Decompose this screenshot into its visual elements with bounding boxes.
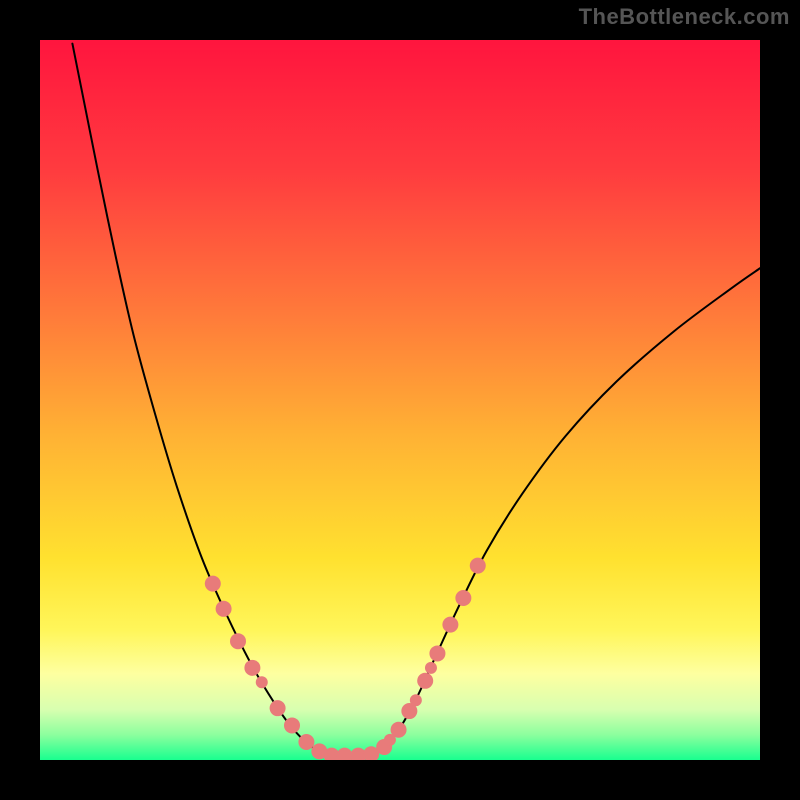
data-marker — [442, 617, 458, 633]
data-marker — [410, 694, 422, 706]
data-marker — [417, 673, 433, 689]
watermark-text: TheBottleneck.com — [579, 4, 790, 30]
chart-svg — [0, 0, 800, 800]
data-marker — [391, 722, 407, 738]
data-marker — [270, 700, 286, 716]
plot-area — [40, 40, 760, 760]
data-marker — [284, 717, 300, 733]
data-marker — [256, 676, 268, 688]
data-marker — [216, 601, 232, 617]
data-marker — [455, 590, 471, 606]
data-marker — [205, 576, 221, 592]
data-marker — [470, 558, 486, 574]
data-marker — [429, 645, 445, 661]
data-marker — [230, 633, 246, 649]
chart-root: TheBottleneck.com — [0, 0, 800, 800]
data-marker — [244, 660, 260, 676]
data-marker — [425, 662, 437, 674]
data-marker — [298, 734, 314, 750]
